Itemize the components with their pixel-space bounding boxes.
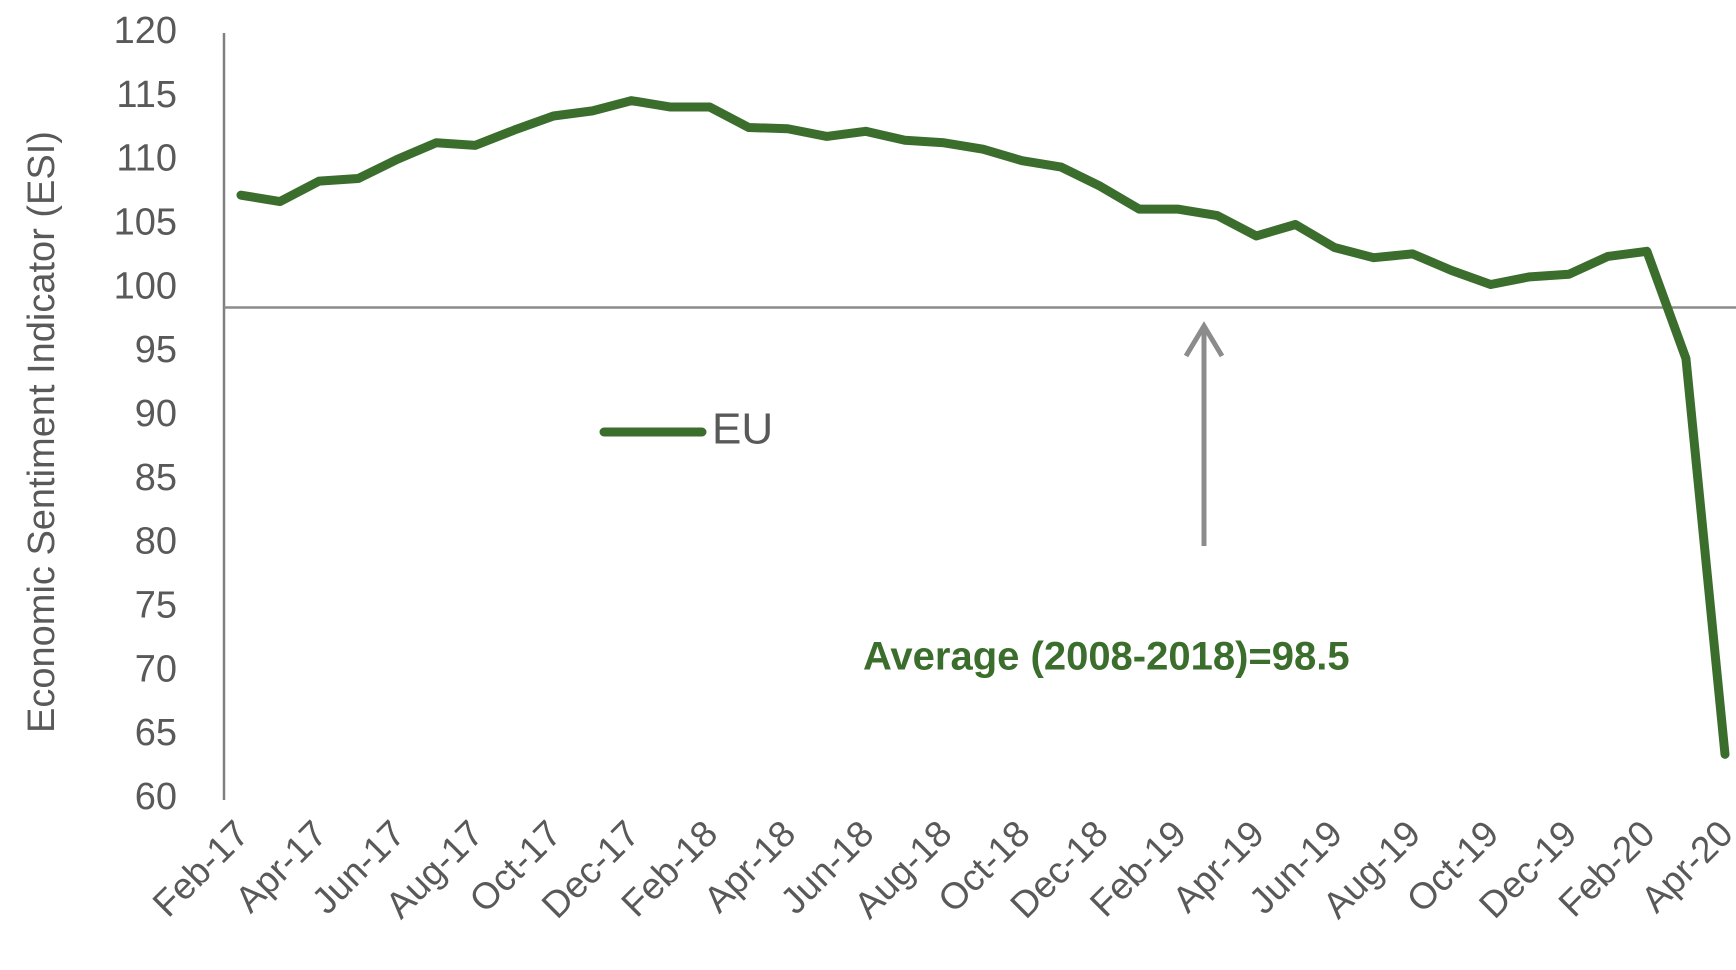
legend-label: EU xyxy=(712,405,773,454)
x-tick-label: Feb-17 xyxy=(145,813,257,925)
y-tick-label: 65 xyxy=(135,712,177,754)
y-tick-label: 60 xyxy=(135,776,177,818)
arrow xyxy=(1183,321,1225,546)
y-tick-label: 90 xyxy=(135,393,177,435)
line-series xyxy=(236,96,1730,759)
y-tick-label: 100 xyxy=(114,265,177,307)
y-axis-title: Economic Sentiment Indicator (ESI) xyxy=(21,131,63,733)
y-tick-label: 110 xyxy=(116,138,177,180)
annotation: Average (2008-2018)=98.5 xyxy=(863,635,1350,679)
y-tick-label: 95 xyxy=(135,329,177,371)
y-tick-label: 105 xyxy=(114,202,177,244)
y-tick-label: 115 xyxy=(116,74,177,116)
y-tick-label: 85 xyxy=(135,457,177,499)
y-tick-label: 75 xyxy=(135,585,177,627)
y-tick-label: 120 xyxy=(114,10,177,52)
y-tick-label: 80 xyxy=(135,521,177,563)
y-tick-label: 70 xyxy=(135,648,177,690)
